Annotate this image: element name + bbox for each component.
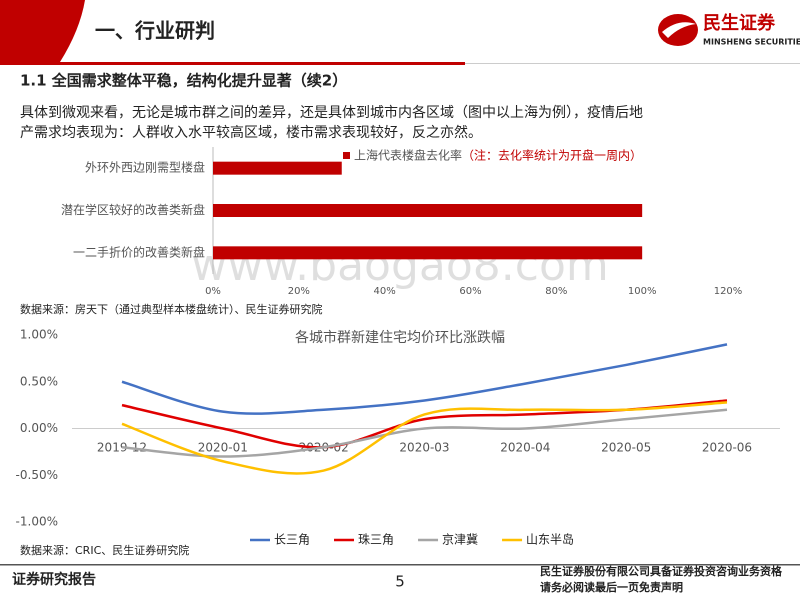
x-tick-label: 2020-03 — [399, 441, 449, 455]
legend-label: 山东半岛 — [526, 532, 574, 547]
footer-left: 证券研究报告 — [12, 571, 96, 588]
section-title: 1.1 全国需求整体平稳，结构化提升显著（续2） — [20, 72, 347, 90]
logo-swoosh — [662, 22, 696, 38]
series-line — [121, 401, 728, 475]
y-tick-label: -1.00% — [16, 515, 58, 529]
y-tick-label: 1.00% — [20, 328, 58, 342]
x-tick-label: 2020-04 — [500, 441, 550, 455]
logo-cn: 民生证券 — [703, 12, 776, 34]
x-tick-label: 60% — [459, 286, 481, 297]
paragraph-line: 产需求均表现为：人群收入水平较高区域，楼市需求表现较好，反之亦然。 — [20, 124, 482, 141]
header-block — [0, 0, 85, 62]
bar — [213, 161, 342, 175]
series-line — [121, 343, 728, 415]
y-tick-label: 0.50% — [20, 374, 58, 388]
source-note: 数据来源：CRIC、民生证券研究院 — [20, 543, 189, 557]
legend-label: 长三角 — [274, 533, 310, 547]
legend-label: 京津冀 — [442, 533, 478, 547]
header-title: 一、行业研判 — [95, 19, 215, 43]
x-tick-label: 20% — [288, 286, 310, 297]
annotation: （注：去化率统计为开盘一周内） — [462, 148, 642, 163]
y-tick-label: 一二手折价的改善类新盘 — [73, 244, 205, 259]
y-tick-label: 外环外西边刚需型楼盘 — [85, 160, 205, 175]
x-tick-label: 2020-05 — [601, 441, 651, 455]
header-rule-gray — [465, 63, 800, 64]
legend-swatch — [343, 152, 350, 159]
y-tick-label: -0.50% — [16, 468, 58, 482]
footer-rule — [0, 564, 800, 566]
footer-right: 请务必阅读最后一页免责声明 — [540, 580, 683, 594]
series-line — [121, 408, 728, 458]
y-tick-label: 潜在学区较好的改善类新盘 — [61, 202, 205, 217]
x-tick-label: 100% — [628, 286, 657, 297]
legend-label: 珠三角 — [358, 533, 394, 547]
paragraph-line: 具体到微观来看，无论是城市群之间的差异，还是具体到城市内各区域（图中以上海为例）… — [20, 104, 643, 121]
y-tick-label: 0.00% — [20, 421, 58, 435]
legend-label: 上海代表楼盘去化率 — [354, 148, 462, 163]
bar — [213, 246, 643, 260]
logo: 民生证券 MINSHENG SECURITIES — [658, 12, 800, 47]
x-tick-label: 120% — [714, 286, 743, 297]
footer-right: 民生证券股份有限公司具备证券投资咨询业务资格 — [540, 564, 783, 578]
x-tick-label: 0% — [205, 286, 221, 297]
x-tick-label: 40% — [374, 286, 396, 297]
page-number: 5 — [395, 573, 405, 591]
chart-title: 各城市群新建住宅均价环比涨跌幅 — [295, 329, 505, 346]
x-tick-label: 2020-01 — [198, 441, 248, 455]
source-note: 数据来源：房天下（通过典型样本楼盘统计）、民生证券研究院 — [20, 302, 323, 316]
logo-en: MINSHENG SECURITIES — [703, 38, 800, 47]
bar — [213, 204, 643, 217]
x-tick-label: 80% — [545, 286, 567, 297]
x-tick-label: 2020-06 — [702, 441, 752, 455]
header-rule — [0, 62, 465, 65]
